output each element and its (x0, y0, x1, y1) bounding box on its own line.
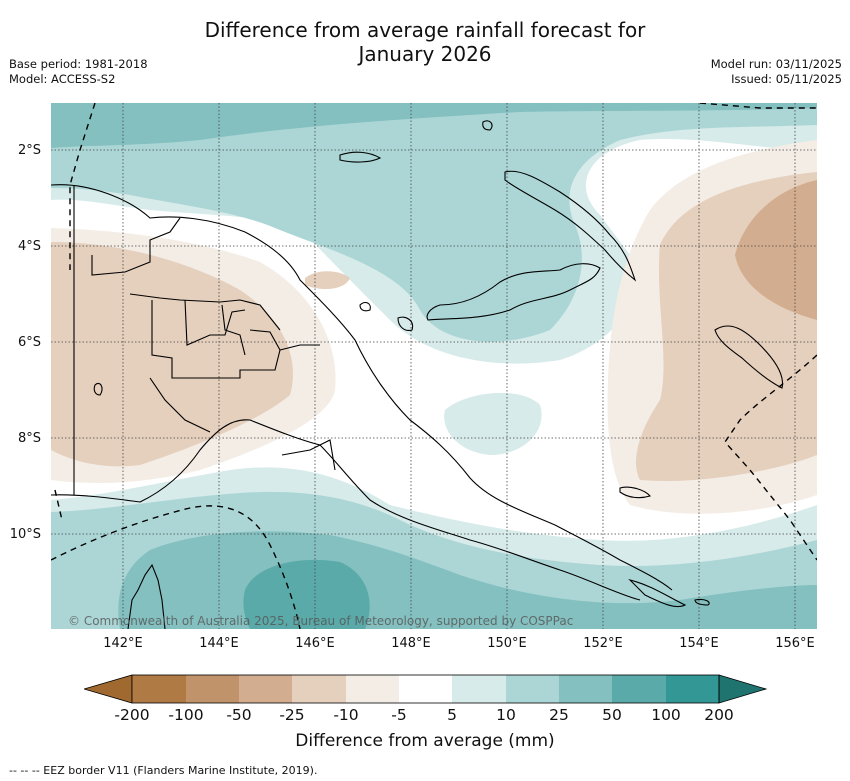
colorbar-label-9: 50 (602, 706, 622, 724)
colorbar-label-3: -25 (279, 706, 305, 724)
south-dark-teal-zone (243, 559, 370, 629)
colorbar-label-7: 10 (496, 706, 516, 724)
colorbar-label-1: -100 (168, 706, 204, 724)
colorbar-cell-11 (666, 675, 719, 703)
colorbar-label-5: -5 (391, 706, 407, 724)
lat-label-2s: 2°S (17, 143, 41, 158)
colorbar-cell-1 (132, 675, 186, 703)
model-run: Model run: 03/11/2025 (710, 57, 842, 71)
colorbar-label-10: 100 (651, 706, 681, 724)
lat-label-8s: 8°S (17, 431, 41, 446)
colorbar-cell-2 (186, 675, 239, 703)
colorbar-label-11: 200 (704, 706, 734, 724)
colorbar-label-0: -200 (114, 706, 150, 724)
colorbar-cell-0 (84, 674, 133, 704)
coastlines (51, 120, 784, 629)
new-britain-coast (426, 263, 601, 321)
north-mid-teal-zone (51, 103, 817, 148)
lon-label-152e: 152°E (583, 636, 623, 651)
lon-label-146e: 146°E (295, 636, 335, 651)
lon-label-154e: 154°E (679, 636, 719, 651)
meta-left: Base period: 1981-2018 Model: ACCESS-S2 (9, 57, 148, 87)
colorbar-cell-4 (292, 675, 346, 703)
west-sepik-brown-zone (305, 271, 350, 290)
graticule (51, 103, 817, 629)
map-title: Difference from average rainfall forecas… (0, 18, 850, 66)
colorbar-cell-6 (399, 675, 452, 703)
title-line-2: January 2026 (358, 42, 492, 66)
colorbar-label-8: 25 (549, 706, 569, 724)
issued-date: Issued: 05/11/2025 (731, 72, 842, 86)
lat-label-6s: 6°S (17, 335, 41, 350)
rainfall-map (51, 103, 817, 629)
colorbar-cell-9 (559, 675, 612, 703)
north-teal-zone (51, 103, 817, 342)
model-name: Model: ACCESS-S2 (9, 72, 116, 86)
base-period: Base period: 1981-2018 (9, 57, 148, 71)
colorbar-outline (131, 674, 720, 704)
lon-label-144e: 144°E (199, 636, 239, 651)
map-panel (51, 103, 817, 629)
colorbar-label-4: -10 (333, 706, 359, 724)
bougainville-coast (714, 325, 784, 389)
east-dark-brown-zone (735, 180, 817, 320)
lon-label-150e: 150°E (487, 636, 527, 651)
cape-york-coast (127, 563, 166, 629)
colorbar-cell-5 (346, 675, 399, 703)
colorbar-cell-12 (718, 674, 768, 704)
title-line-1: Difference from average rainfall forecas… (204, 18, 646, 42)
west-brown-zone (51, 242, 293, 467)
lat-label-4s: 4°S (17, 239, 41, 254)
new-guinea-coast (51, 184, 673, 591)
copyright-note: © Commonwealth of Australia 2025, Bureau… (68, 614, 574, 628)
lon-label-148e: 148°E (391, 636, 431, 651)
colorbar (84, 674, 768, 704)
colorbar-cell-10 (612, 675, 666, 703)
lat-label-10s: 10°S (9, 527, 41, 542)
colorbar-cell-7 (452, 675, 506, 703)
colorbar-cell-3 (239, 675, 292, 703)
colorbar-label-2: -50 (226, 706, 252, 724)
colorbar-title: Difference from average (mm) (295, 731, 555, 751)
eez-legend: -- -- -- EEZ border V11 (Flanders Marine… (9, 764, 318, 777)
colorbar-cell-8 (506, 675, 559, 703)
lon-label-142e: 142°E (103, 636, 143, 651)
new-ireland-coast (504, 170, 637, 282)
central-teal-blob (444, 392, 542, 455)
manus-island-coast (339, 151, 382, 163)
colorbar-label-6: 5 (447, 706, 457, 724)
meta-right: Model run: 03/11/2025 Issued: 05/11/2025 (711, 57, 842, 87)
eez-borders (51, 103, 817, 629)
lon-label-156e: 156°E (775, 636, 815, 651)
